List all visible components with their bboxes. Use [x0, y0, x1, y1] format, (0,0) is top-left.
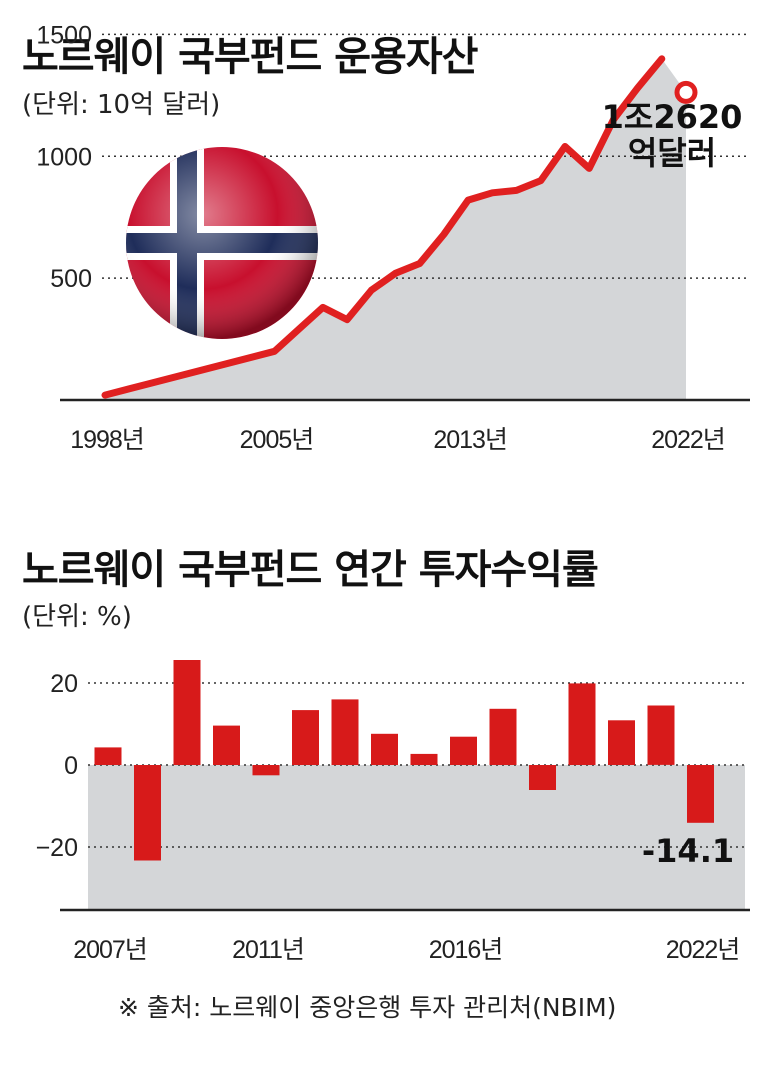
negative-region-fill	[88, 765, 745, 910]
assets-endpoint-marker	[674, 80, 698, 104]
return-bar-2016	[450, 736, 477, 765]
y-tick-label: 1500	[36, 21, 92, 49]
assets-area-fill	[105, 58, 686, 401]
assets-annotation: 억달러	[628, 134, 716, 172]
x-tick-label: 2022년	[651, 426, 725, 454]
chart1-unit-label: (단위: 10억 달러)	[22, 90, 221, 120]
return-bar-2009	[173, 660, 201, 765]
chart1-title: 노르웨이 국부펀드 운용자산	[22, 34, 478, 80]
returns-annotation: -14.1	[642, 832, 734, 870]
return-bar-2010	[213, 725, 240, 765]
x-tick-label: 2013년	[433, 426, 507, 454]
x-tick-label: 2016년	[429, 936, 503, 964]
return-bar-2013	[331, 699, 359, 765]
chart2-title: 노르웨이 국부펀드 연간 투자수익률	[22, 547, 599, 593]
return-bar-2014	[371, 733, 398, 765]
return-bar-2020	[608, 720, 635, 765]
return-bar-2015	[410, 753, 438, 765]
returns-bar-chart: 20 0 −20 -14.1 2007년 2011년 2016년 2022년	[36, 660, 750, 964]
return-bar-2021	[647, 705, 675, 765]
x-tick-label: 2011년	[232, 936, 304, 964]
y-tick-label: −20	[36, 834, 78, 862]
source-note: ※ 출처: 노르웨이 중앙은행 투자 관리처(NBIM)	[118, 993, 617, 1022]
x-tick-label: 2022년	[666, 936, 740, 964]
return-bar-2022	[687, 765, 714, 823]
x-tick-label: 1998년	[70, 426, 144, 454]
chart2-unit-label: (단위: %)	[22, 602, 132, 632]
return-bar-2012	[292, 710, 319, 765]
assets-annotation: 1조2620	[602, 98, 743, 136]
return-bar-2011	[252, 765, 280, 776]
return-bar-2019	[568, 683, 596, 765]
y-tick-label: 1000	[36, 143, 92, 171]
x-tick-label: 2007년	[73, 936, 147, 964]
y-tick-label: 20	[50, 670, 78, 698]
return-bar-2007	[94, 747, 122, 765]
x-tick-label: 2005년	[240, 426, 314, 454]
return-bar-2018	[529, 765, 556, 790]
return-bar-2017	[489, 708, 517, 765]
return-bar-2008	[134, 765, 161, 861]
norway-flag-icon	[126, 147, 318, 339]
y-tick-label: 500	[50, 265, 92, 293]
y-tick-label: 0	[64, 752, 78, 780]
assets-series-line	[101, 55, 666, 399]
